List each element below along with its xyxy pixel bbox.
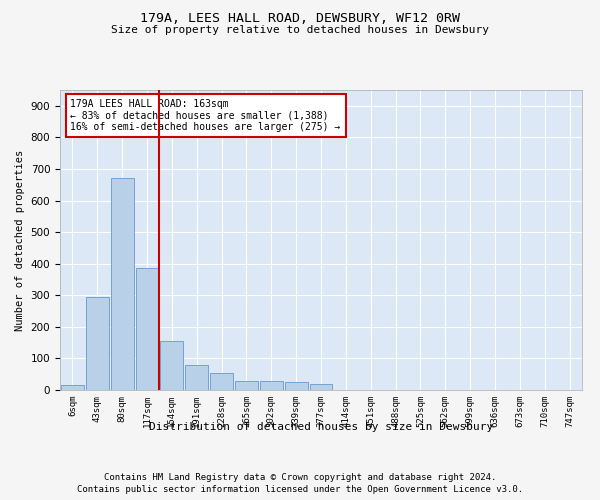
- Bar: [136, 268, 158, 390]
- Text: 179A, LEES HALL ROAD, DEWSBURY, WF12 0RW: 179A, LEES HALL ROAD, DEWSBURY, WF12 0RW: [140, 12, 460, 26]
- Bar: [61, 386, 84, 390]
- Bar: [160, 341, 183, 390]
- Text: Distribution of detached houses by size in Dewsbury: Distribution of detached houses by size …: [149, 422, 493, 432]
- Y-axis label: Number of detached properties: Number of detached properties: [15, 150, 25, 330]
- Bar: [260, 382, 283, 390]
- Bar: [111, 178, 134, 390]
- Text: 179A LEES HALL ROAD: 163sqm
← 83% of detached houses are smaller (1,388)
16% of : 179A LEES HALL ROAD: 163sqm ← 83% of det…: [70, 99, 341, 132]
- Text: Contains HM Land Registry data © Crown copyright and database right 2024.: Contains HM Land Registry data © Crown c…: [104, 472, 496, 482]
- Bar: [235, 380, 258, 390]
- Bar: [285, 382, 308, 390]
- Text: Contains public sector information licensed under the Open Government Licence v3: Contains public sector information licen…: [77, 485, 523, 494]
- Bar: [210, 372, 233, 390]
- Bar: [310, 384, 332, 390]
- Text: Size of property relative to detached houses in Dewsbury: Size of property relative to detached ho…: [111, 25, 489, 35]
- Bar: [86, 297, 109, 390]
- Bar: [185, 364, 208, 390]
